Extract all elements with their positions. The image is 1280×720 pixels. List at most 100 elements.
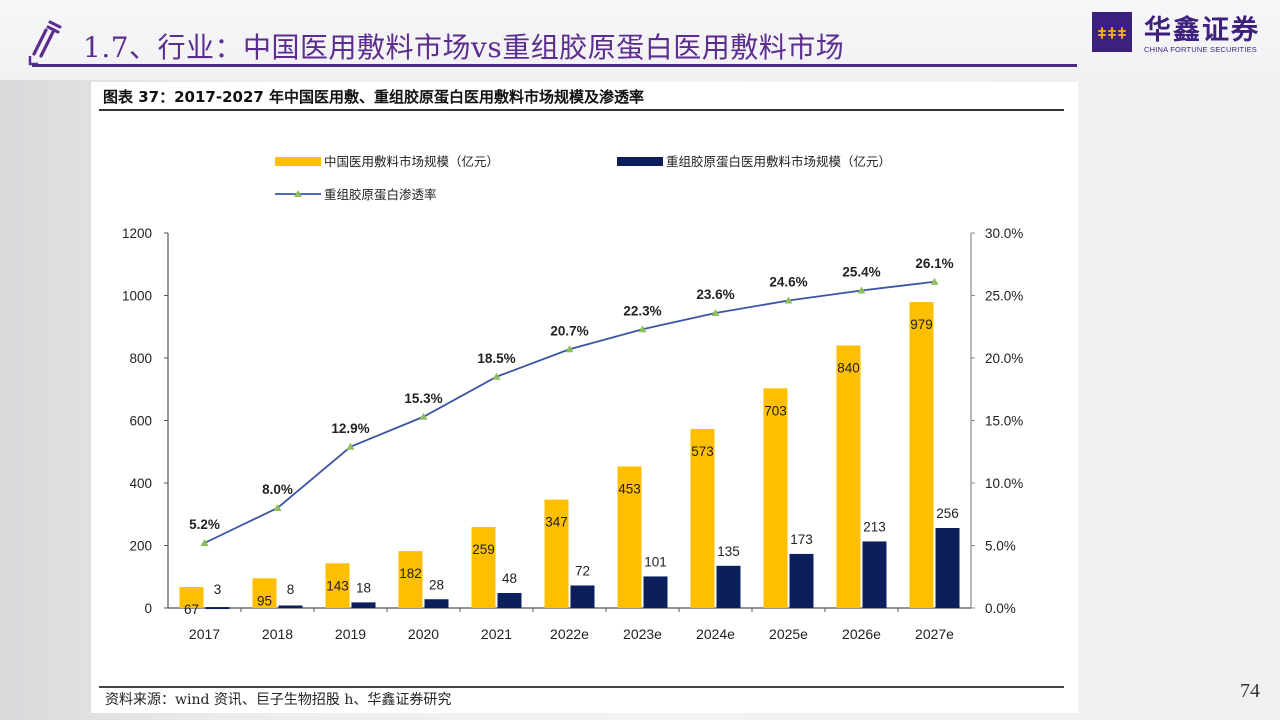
bar-market [179, 587, 204, 608]
data-label-recombinant: 3 [214, 582, 222, 597]
bar-recombinant [205, 607, 230, 610]
data-label-recombinant: 173 [790, 532, 813, 547]
x-axis-tick-label: 2026e [842, 626, 881, 642]
penetration-marker [565, 345, 574, 353]
data-label-market: 347 [545, 515, 568, 530]
x-axis-tick-label: 2018 [262, 626, 293, 642]
legend-marker-penetration [294, 190, 302, 197]
penetration-marker [273, 504, 282, 511]
data-label-penetration: 20.7% [550, 323, 588, 338]
data-label-market: 453 [618, 481, 641, 496]
data-label-penetration: 18.5% [477, 351, 515, 366]
logo-name-cn: 华鑫证券 [1144, 15, 1260, 46]
chart-title: 图表 37：2017-2027 年中国医用敷、重组胶原蛋白医用敷料市场规模及渗透… [103, 88, 645, 106]
x-axis-tick-label: 2027e [915, 626, 954, 642]
x-axis-tick-label: 2024e [696, 626, 735, 642]
left-axis-tick-label: 200 [129, 539, 152, 554]
data-label-recombinant: 8 [287, 582, 295, 597]
bar-recombinant [789, 553, 814, 608]
penetration-marker [492, 372, 501, 380]
right-axis-tick-label: 25.0% [985, 289, 1023, 304]
page-number: 74 [1240, 680, 1260, 702]
bar-recombinant [424, 599, 449, 608]
chart-title-rule [99, 109, 1064, 111]
legend-label-penetration: 重组胶原蛋白渗透率 [324, 187, 437, 202]
data-label-penetration: 24.6% [769, 275, 807, 290]
bar-recombinant [935, 528, 960, 608]
data-label-penetration: 22.3% [623, 303, 661, 318]
right-axis-tick-label: 0.0% [985, 601, 1016, 616]
title-underline [32, 64, 1077, 67]
bar-market [617, 466, 642, 608]
bar-market [763, 388, 788, 608]
legend-swatch-recombinant [617, 157, 663, 166]
penetration-marker [346, 442, 355, 450]
right-axis-tick-label: 5.0% [985, 539, 1016, 554]
x-axis-tick-label: 2019 [335, 626, 366, 642]
left-axis-tick-label: 400 [129, 476, 152, 491]
data-label-recombinant: 101 [644, 554, 667, 569]
penetration-marker [857, 286, 866, 294]
data-label-recombinant: 48 [502, 571, 517, 586]
x-axis-tick-label: 2021 [481, 626, 512, 642]
penetration-marker [930, 277, 939, 285]
legend-label-recombinant: 重组胶原蛋白医用敷料市场规模（亿元） [666, 154, 891, 169]
data-label-recombinant: 213 [863, 519, 886, 534]
data-label-market: 95 [257, 593, 272, 608]
data-label-penetration: 23.6% [696, 287, 734, 302]
data-label-market: 840 [837, 361, 860, 376]
combo-chart: 中国医用敷料市场规模（亿元） 重组胶原蛋白医用敷料市场规模（亿元） 重组胶原蛋白… [122, 154, 1023, 642]
logo-mark-icon [1092, 12, 1132, 52]
data-label-recombinant: 256 [936, 506, 959, 521]
bar-market [252, 578, 277, 608]
bar-market [909, 302, 934, 608]
bar-market [398, 551, 423, 608]
bar-market [471, 527, 496, 608]
data-label-market: 573 [691, 444, 714, 459]
data-label-penetration: 8.0% [262, 482, 293, 497]
legend-item-market: 中国医用敷料市场规模（亿元） [275, 154, 499, 169]
penetration-marker [711, 309, 720, 316]
bar-market [690, 428, 715, 608]
penetration-line [204, 280, 935, 544]
bar-recombinant [643, 576, 668, 608]
x-axis-tick-label: 2022e [550, 626, 589, 642]
data-label-recombinant: 28 [429, 577, 444, 592]
legend-swatch-market [275, 157, 321, 166]
penetration-marker [419, 412, 428, 420]
x-axis-tick-label: 2020 [408, 626, 439, 642]
data-label-market: 143 [326, 578, 349, 593]
slide-title: 1.7、行业：中国医用敷料市场vs重组胶原蛋白医用敷料市场 [83, 31, 845, 64]
chart-legend: 中国医用敷料市场规模（亿元） 重组胶原蛋白医用敷料市场规模（亿元） 重组胶原蛋白… [275, 154, 891, 202]
bar-recombinant [351, 602, 376, 608]
data-label-market: 979 [910, 317, 933, 332]
left-axis-tick-label: 600 [129, 414, 152, 429]
bar-market [325, 563, 350, 608]
legend-item-recombinant: 重组胶原蛋白医用敷料市场规模（亿元） [617, 154, 891, 169]
data-label-market: 67 [184, 602, 199, 617]
x-axis-tick-label: 2017 [189, 626, 220, 642]
data-label-market: 259 [472, 542, 495, 557]
left-axis-tick-label: 1000 [122, 289, 152, 304]
data-label-penetration: 12.9% [331, 421, 369, 436]
x-axis-tick-label: 2023e [623, 626, 662, 642]
right-axis-tick-label: 10.0% [985, 476, 1023, 491]
chart-panel: 图表 37：2017-2027 年中国医用敷、重组胶原蛋白医用敷料市场规模及渗透… [91, 82, 1078, 713]
source-rule [99, 686, 1064, 688]
data-label-market: 703 [764, 403, 787, 418]
right-axis-tick-label: 20.0% [985, 351, 1023, 366]
legend-label-market: 中国医用敷料市场规模（亿元） [324, 154, 499, 169]
x-axis-tick-label: 2025e [769, 626, 808, 642]
bar-recombinant [497, 593, 522, 608]
left-axis-tick-label: 800 [129, 351, 152, 366]
bar-market [544, 499, 569, 608]
legend-item-penetration: 重组胶原蛋白渗透率 [275, 187, 437, 202]
data-label-penetration: 25.4% [842, 265, 880, 280]
data-label-recombinant: 72 [575, 564, 590, 579]
penetration-marker [638, 325, 647, 333]
data-label-penetration: 15.3% [404, 391, 442, 406]
penetration-marker [784, 296, 793, 304]
data-label-penetration: 5.2% [189, 517, 220, 532]
bar-recombinant [716, 565, 741, 608]
data-label-recombinant: 18 [356, 580, 371, 595]
